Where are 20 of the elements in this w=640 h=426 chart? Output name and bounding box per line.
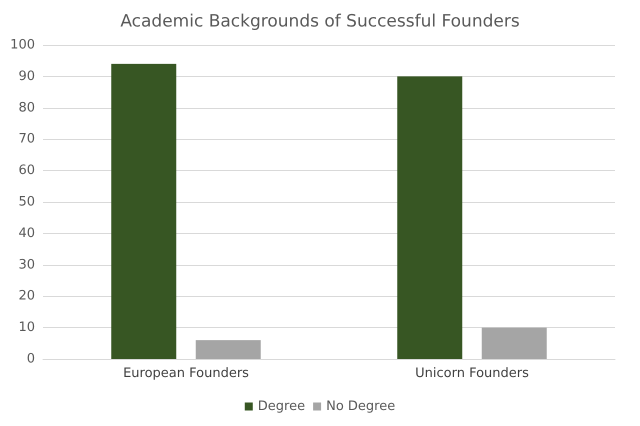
y-tick-label: 20 [18,288,35,304]
y-tick-label: 10 [18,320,35,336]
y-tick-label: 30 [18,257,35,272]
y-tick-label: 40 [18,226,35,241]
chart-title: Academic Backgrounds of Successful Founders [120,12,520,32]
y-tick-label: 50 [18,194,35,210]
legend-label: No Degree [326,399,396,414]
legend-label: Degree [258,399,306,414]
bar [111,64,176,359]
y-tick-label: 60 [18,163,35,178]
bar [397,76,462,359]
y-tick-label: 0 [26,352,35,366]
y-tick-label: 80 [18,100,35,116]
x-tick-label: Unicorn Founders [415,366,530,381]
y-tick-label: 90 [18,68,35,84]
y-tick-label: 70 [18,132,35,147]
bar [196,340,261,359]
x-tick-label: European Founders [123,366,250,381]
bar [482,328,547,359]
y-tick-label: 100 [10,38,35,52]
